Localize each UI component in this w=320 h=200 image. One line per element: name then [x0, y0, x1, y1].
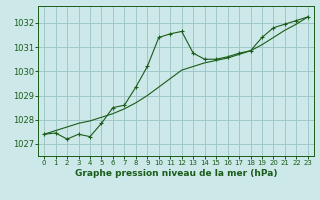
X-axis label: Graphe pression niveau de la mer (hPa): Graphe pression niveau de la mer (hPa)	[75, 169, 277, 178]
